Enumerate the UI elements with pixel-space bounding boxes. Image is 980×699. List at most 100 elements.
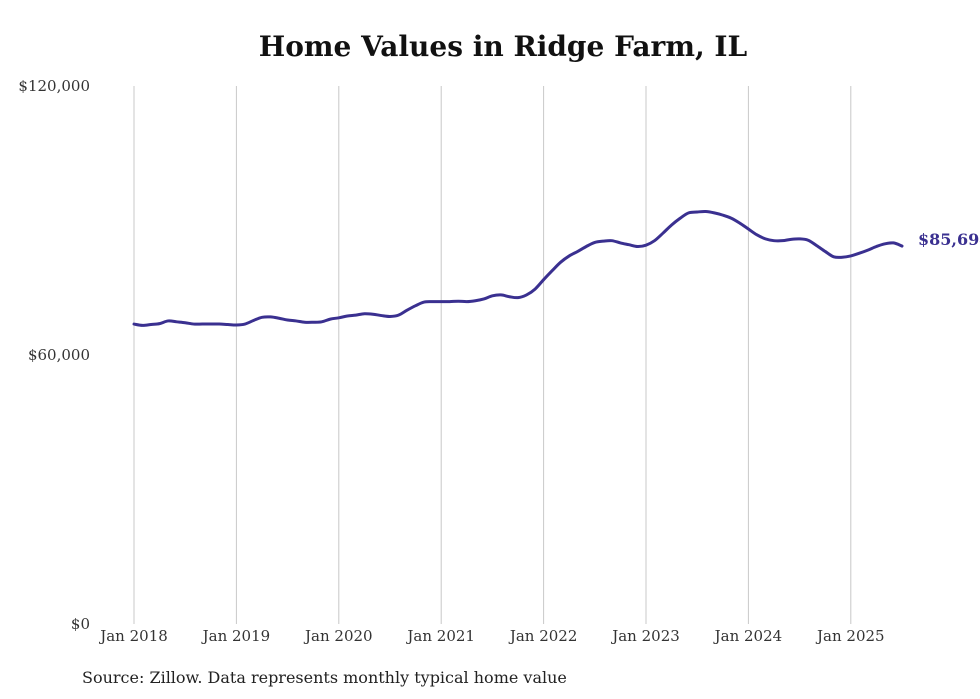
data-point: [841, 256, 843, 258]
data-point: [372, 313, 374, 315]
data-point: [491, 295, 493, 297]
data-point: [269, 316, 271, 318]
x-tick-label: Jan 2021: [405, 627, 475, 645]
data-point: [329, 318, 331, 320]
x-tick-label: Jan 2025: [815, 627, 885, 645]
data-point: [833, 256, 835, 258]
series-layer: $85,694: [132, 209, 980, 327]
data-point: [611, 239, 613, 241]
data-point: [747, 228, 749, 230]
data-point: [261, 316, 263, 318]
data-point: [850, 255, 852, 257]
data-point: [559, 261, 561, 263]
data-point: [602, 240, 604, 242]
data-point: [653, 239, 655, 241]
data-point: [551, 270, 553, 272]
y-axis-tick-labels: $0 $60,000 $120,000: [18, 77, 90, 633]
x-tick-label: Jan 2023: [610, 627, 680, 645]
data-point: [397, 314, 399, 316]
data-point: [577, 250, 579, 252]
data-point: [474, 300, 476, 302]
data-point: [235, 324, 237, 326]
data-point: [858, 252, 860, 254]
data-point: [756, 234, 758, 236]
data-point: [790, 238, 792, 240]
data-point: [739, 222, 741, 224]
data-point: [517, 296, 519, 298]
data-point: [414, 304, 416, 306]
y-tick-label: $120,000: [18, 77, 90, 95]
x-tick-label: Jan 2020: [303, 627, 373, 645]
data-point: [363, 313, 365, 315]
data-point: [346, 315, 348, 317]
data-point: [730, 217, 732, 219]
data-point: [824, 250, 826, 252]
data-point: [141, 324, 143, 326]
x-axis-tick-labels: Jan 2018 Jan 2019 Jan 2020 Jan 2021 Jan 2022…: [98, 627, 884, 645]
data-point: [696, 211, 698, 213]
data-point: [662, 232, 664, 234]
data-point: [483, 298, 485, 300]
data-point: [338, 317, 340, 319]
data-point: [389, 315, 391, 317]
data-point: [133, 323, 135, 325]
data-point: [449, 300, 451, 302]
data-point: [867, 249, 869, 251]
data-point: [901, 245, 903, 247]
data-point: [286, 319, 288, 321]
data-point: [175, 321, 177, 323]
data-point: [542, 278, 544, 280]
data-point: [440, 300, 442, 302]
data-point: [773, 239, 775, 241]
data-point: [525, 294, 527, 296]
data-point: [764, 238, 766, 240]
data-point: [466, 300, 468, 302]
data-point: [218, 323, 220, 325]
x-tick-label: Jan 2018: [98, 627, 168, 645]
y-tick-label: $60,000: [28, 346, 90, 364]
data-point: [713, 212, 715, 214]
data-point: [278, 317, 280, 319]
data-point: [619, 242, 621, 244]
data-point: [798, 238, 800, 240]
data-point: [312, 321, 314, 323]
data-point: [645, 244, 647, 246]
data-point: [303, 321, 305, 323]
data-point: [781, 239, 783, 241]
data-point: [244, 323, 246, 325]
data-point: [687, 212, 689, 214]
y-tick-label: $0: [71, 615, 90, 633]
data-point: [679, 217, 681, 219]
data-point: [252, 319, 254, 321]
data-point: [815, 244, 817, 246]
data-point: [457, 300, 459, 302]
data-point: [406, 309, 408, 311]
data-point: [670, 224, 672, 226]
data-point: [636, 245, 638, 247]
data-point: [628, 244, 630, 246]
data-point: [585, 245, 587, 247]
end-value-label: $85,694: [918, 230, 980, 249]
data-point: [355, 314, 357, 316]
data-point: [167, 320, 169, 322]
data-point: [807, 239, 809, 241]
data-point: [534, 288, 536, 290]
data-point: [210, 323, 212, 325]
home-value-line: [132, 209, 904, 327]
data-point: [431, 300, 433, 302]
source-note: Source: Zillow. Data represents monthly …: [82, 668, 567, 687]
data-point: [193, 323, 195, 325]
data-point: [722, 214, 724, 216]
data-point: [295, 320, 297, 322]
data-point: [705, 210, 707, 212]
x-tick-label: Jan 2024: [713, 627, 783, 645]
data-point: [500, 294, 502, 296]
data-point: [594, 241, 596, 243]
data-point: [227, 323, 229, 325]
data-point: [568, 255, 570, 257]
gridlines: [133, 86, 852, 624]
x-tick-label: Jan 2022: [508, 627, 578, 645]
data-point: [158, 322, 160, 324]
data-point: [508, 296, 510, 298]
